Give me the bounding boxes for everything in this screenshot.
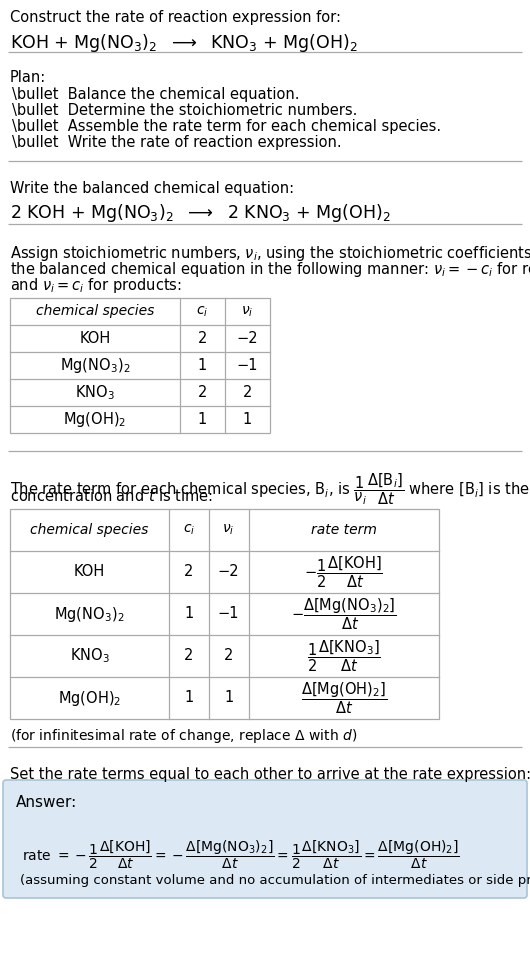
Text: $\nu_i$: $\nu_i$: [241, 305, 253, 319]
Text: and $\nu_i = c_i$ for products:: and $\nu_i = c_i$ for products:: [10, 276, 182, 295]
Text: 2: 2: [224, 648, 233, 664]
Text: 2: 2: [184, 648, 193, 664]
Text: (for infinitesimal rate of change, replace Δ with $d$): (for infinitesimal rate of change, repla…: [10, 727, 357, 745]
Text: chemical species: chemical species: [36, 305, 154, 318]
Text: (assuming constant volume and no accumulation of intermediates or side products): (assuming constant volume and no accumul…: [20, 874, 530, 887]
Text: KOH + Mg(NO$_3$)$_2$  $\longrightarrow$  KNO$_3$ + Mg(OH)$_2$: KOH + Mg(NO$_3$)$_2$ $\longrightarrow$ K…: [10, 32, 358, 54]
Text: Assign stoichiometric numbers, $\nu_i$, using the stoichiometric coefficients, $: Assign stoichiometric numbers, $\nu_i$, …: [10, 244, 530, 263]
Text: Mg(OH)$_2$: Mg(OH)$_2$: [63, 410, 127, 429]
Text: \bullet  Determine the stoichiometric numbers.: \bullet Determine the stoichiometric num…: [12, 103, 357, 118]
Text: $c_i$: $c_i$: [196, 305, 208, 319]
Text: 1: 1: [184, 690, 193, 706]
Text: \bullet  Write the rate of reaction expression.: \bullet Write the rate of reaction expre…: [12, 135, 342, 150]
Bar: [10, 298, 270, 433]
FancyBboxPatch shape: [3, 780, 527, 898]
Text: Mg(NO$_3$)$_2$: Mg(NO$_3$)$_2$: [59, 356, 130, 375]
Text: rate $= -\dfrac{1}{2}\dfrac{\Delta[\mathrm{KOH}]}{\Delta t} = -\dfrac{\Delta[\ma: rate $= -\dfrac{1}{2}\dfrac{\Delta[\math…: [22, 839, 460, 872]
Text: KNO$_3$: KNO$_3$: [69, 647, 109, 666]
Text: −1: −1: [218, 606, 240, 622]
Text: 2: 2: [243, 385, 252, 400]
Bar: [10, 509, 439, 719]
Text: chemical species: chemical species: [30, 523, 149, 537]
Text: $-\dfrac{1}{2}\dfrac{\Delta[\mathrm{KOH}]}{\Delta t}$: $-\dfrac{1}{2}\dfrac{\Delta[\mathrm{KOH}…: [304, 554, 383, 590]
Text: 2: 2: [198, 385, 207, 400]
Text: Mg(OH)$_2$: Mg(OH)$_2$: [58, 688, 121, 708]
Text: $-\dfrac{\Delta[\mathrm{Mg(NO_3)_2}]}{\Delta t}$: $-\dfrac{\Delta[\mathrm{Mg(NO_3)_2}]}{\D…: [291, 596, 397, 631]
Text: Set the rate terms equal to each other to arrive at the rate expression:: Set the rate terms equal to each other t…: [10, 767, 530, 782]
Text: Answer:: Answer:: [16, 795, 77, 810]
Text: 1: 1: [243, 412, 252, 427]
Text: \bullet  Balance the chemical equation.: \bullet Balance the chemical equation.: [12, 87, 299, 102]
Text: The rate term for each chemical species, B$_i$, is $\dfrac{1}{\nu_i}\dfrac{\Delt: The rate term for each chemical species,…: [10, 471, 530, 507]
Text: Mg(NO$_3$)$_2$: Mg(NO$_3$)$_2$: [54, 604, 125, 624]
Text: 1: 1: [184, 606, 193, 622]
Text: KOH: KOH: [79, 331, 110, 346]
Text: −2: −2: [236, 331, 258, 346]
Text: Write the balanced chemical equation:: Write the balanced chemical equation:: [10, 181, 294, 196]
Text: 2: 2: [184, 564, 193, 580]
Text: rate term: rate term: [311, 523, 377, 537]
Text: KNO$_3$: KNO$_3$: [75, 384, 114, 402]
Text: 1: 1: [198, 412, 207, 427]
Text: 1: 1: [224, 690, 233, 706]
Text: the balanced chemical equation in the following manner: $\nu_i = -c_i$ for react: the balanced chemical equation in the fo…: [10, 260, 530, 279]
Text: KOH: KOH: [74, 564, 105, 580]
Text: −2: −2: [218, 564, 240, 580]
Text: 1: 1: [198, 358, 207, 373]
Text: $c_i$: $c_i$: [183, 523, 195, 537]
Text: Plan:: Plan:: [10, 70, 46, 85]
Text: \bullet  Assemble the rate term for each chemical species.: \bullet Assemble the rate term for each …: [12, 119, 441, 134]
Text: 2: 2: [198, 331, 207, 346]
Text: Construct the rate of reaction expression for:: Construct the rate of reaction expressio…: [10, 10, 341, 25]
Text: −1: −1: [236, 358, 258, 373]
Text: 2 KOH + Mg(NO$_3$)$_2$  $\longrightarrow$  2 KNO$_3$ + Mg(OH)$_2$: 2 KOH + Mg(NO$_3$)$_2$ $\longrightarrow$…: [10, 202, 391, 224]
Text: concentration and $t$ is time:: concentration and $t$ is time:: [10, 488, 213, 504]
Text: $\nu_i$: $\nu_i$: [223, 523, 235, 537]
Text: $\dfrac{\Delta[\mathrm{Mg(OH)_2}]}{\Delta t}$: $\dfrac{\Delta[\mathrm{Mg(OH)_2}]}{\Delt…: [301, 680, 387, 715]
Text: $\dfrac{1}{2}\dfrac{\Delta[\mathrm{KNO_3}]}{\Delta t}$: $\dfrac{1}{2}\dfrac{\Delta[\mathrm{KNO_3…: [307, 638, 381, 673]
